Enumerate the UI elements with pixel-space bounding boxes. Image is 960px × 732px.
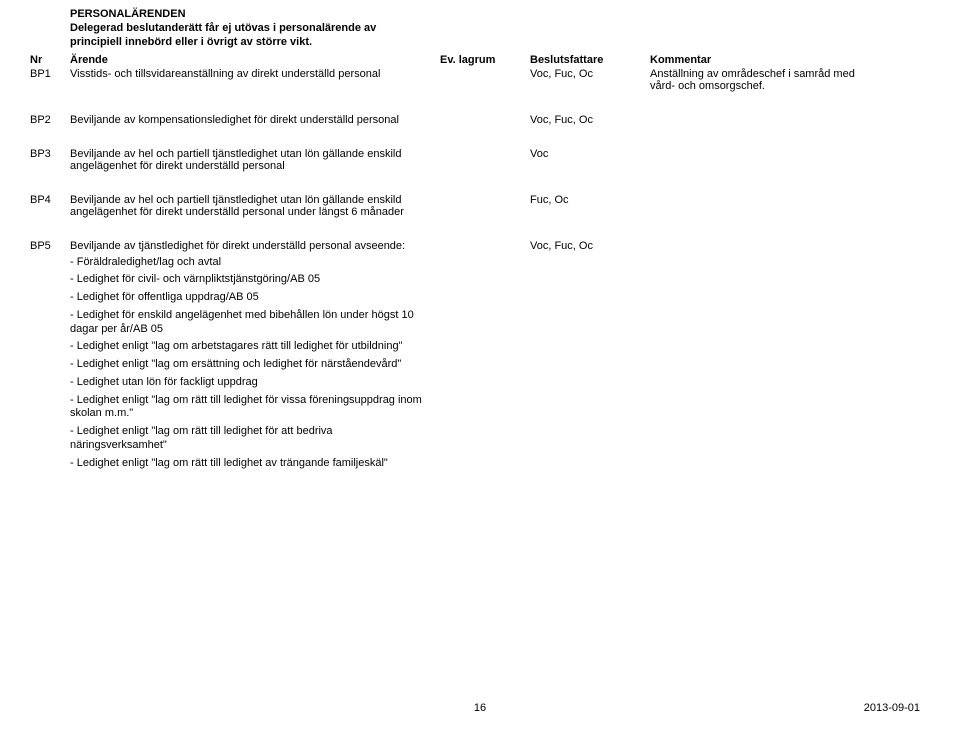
bp1-nr: BP1 [30, 68, 70, 80]
bp1-komm: Anställning av områdeschef i samråd med … [650, 68, 880, 92]
footer-date: 2013-09-01 [864, 702, 920, 714]
bp2-beslut: Voc, Fuc, Oc [530, 114, 650, 126]
col-header-beslut: Beslutsfattare [530, 54, 650, 66]
col-header-arende: Ärende [70, 54, 440, 66]
bp5-item: - Ledighet för civil- och värnpliktstjän… [70, 273, 430, 287]
row-bp2: BP2 Beviljande av kompensationsledighet … [30, 114, 930, 126]
bp5-item: - Föräldraledighet/lag och avtal [70, 256, 430, 270]
bp5-item: - Ledighet utan lön för fackligt uppdrag [70, 376, 430, 390]
section-title: PERSONALÄRENDEN [70, 8, 430, 20]
header-row: PERSONALÄRENDEN Delegerad beslutanderätt… [30, 8, 930, 54]
bp3-nr: BP3 [30, 148, 70, 160]
bp1-beslut: Voc, Fuc, Oc [530, 68, 650, 80]
bp5-item: - Ledighet enligt "lag om ersättning och… [70, 358, 430, 372]
bp5-item: - Ledighet enligt "lag om rätt till ledi… [70, 457, 430, 471]
section-desc: Delegerad beslutanderätt får ej utövas i… [70, 22, 430, 50]
bp5-item: - Ledighet enligt "lag om arbetstagares … [70, 340, 430, 354]
row-bp4: BP4 Beviljande av hel och partiell tjäns… [30, 194, 930, 218]
bp5-item: - Ledighet för enskild angelägenhet med … [70, 309, 430, 337]
bp3-arende: Beviljande av hel och partiell tjänstled… [70, 148, 440, 172]
bp5-list: - Föräldraledighet/lag och avtal - Ledig… [70, 256, 430, 471]
bp5-arende: Beviljande av tjänstledighet för direkt … [70, 240, 430, 252]
bp5-nr: BP5 [30, 240, 70, 252]
bp5-item: - Ledighet enligt "lag om rätt till ledi… [70, 394, 430, 422]
bp2-nr: BP2 [30, 114, 70, 126]
bp1-arende: Visstids- och tillsvidareanställning av … [70, 68, 440, 80]
bp4-beslut: Fuc, Oc [530, 194, 650, 206]
bp2-arende: Beviljande av kompensationsledighet för … [70, 114, 440, 126]
page-number: 16 [474, 702, 486, 714]
bp3-beslut: Voc [530, 148, 650, 160]
col-header-lagrum: Ev. lagrum [440, 54, 530, 66]
col-header-komm: Kommentar [650, 54, 880, 66]
column-headers: Nr Ärende Ev. lagrum Beslutsfattare Komm… [30, 54, 930, 66]
bp4-nr: BP4 [30, 194, 70, 206]
document-page: PERSONALÄRENDEN Delegerad beslutanderätt… [0, 0, 960, 732]
row-bp3: BP3 Beviljande av hel och partiell tjäns… [30, 148, 930, 172]
page-footer: 16 2013-09-01 [0, 702, 960, 714]
row-bp1: BP1 Visstids- och tillsvidareanställning… [30, 68, 930, 92]
bp4-arende: Beviljande av hel och partiell tjänstled… [70, 194, 440, 218]
col-header-nr: Nr [30, 54, 70, 66]
bp5-item: - Ledighet för offentliga uppdrag/AB 05 [70, 291, 430, 305]
bp5-beslut: Voc, Fuc, Oc [530, 240, 650, 252]
row-bp5: BP5 Beviljande av tjänstledighet för dir… [30, 240, 930, 471]
bp5-item: - Ledighet enligt "lag om rätt till ledi… [70, 425, 430, 453]
